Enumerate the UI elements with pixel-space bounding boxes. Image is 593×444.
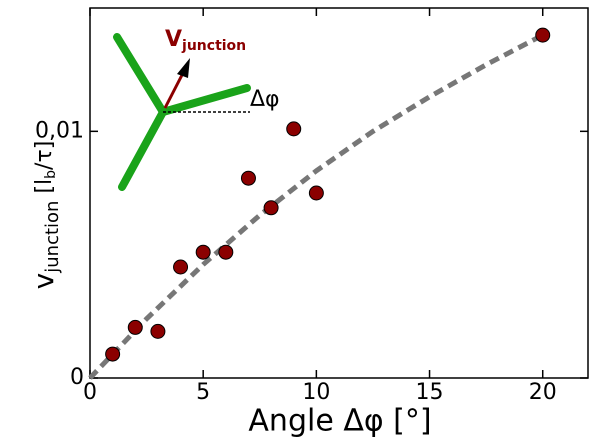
- data-point: [263, 200, 279, 216]
- velocity-arrow: [163, 74, 184, 109]
- x-axis-title: Angle Δφ [°]: [248, 404, 431, 439]
- data-point: [286, 121, 302, 137]
- arrow-head: [177, 58, 190, 78]
- y-tick-label: 0,01: [35, 118, 84, 143]
- angle-label: Δφ: [250, 87, 280, 112]
- y-title-main: v: [27, 273, 60, 290]
- y-tick-label: 0: [70, 365, 84, 390]
- x-tick-label: 10: [302, 380, 330, 405]
- plot-frame: [89, 7, 589, 379]
- x-tick-label: 20: [529, 380, 557, 405]
- inset-diagram: Vjunction Δφ: [113, 27, 280, 191]
- data-point: [308, 185, 324, 201]
- velocity-label: Vjunction: [165, 27, 246, 54]
- data-point: [127, 319, 143, 335]
- y-title-unit-end: /τ]: [32, 141, 57, 170]
- data-point: [105, 346, 121, 362]
- fit-curve: [88, 32, 544, 380]
- data-point: [535, 27, 551, 43]
- x-tick-label: 0: [83, 380, 97, 405]
- y-title-unit: [l: [32, 179, 57, 201]
- x-tick-label: 5: [196, 380, 210, 405]
- data-point: [240, 170, 256, 186]
- y-title-unit-sub: b: [43, 170, 59, 179]
- data-point: [150, 323, 166, 339]
- data-point: [173, 259, 189, 275]
- velocity-symbol: V: [165, 27, 182, 52]
- data-point: [218, 244, 234, 260]
- y-axis-title: vjunction [lb/τ]: [27, 141, 63, 290]
- velocity-subscript: junction: [181, 38, 246, 54]
- y-title-sub: junction: [42, 201, 63, 274]
- junction-arm: [159, 84, 251, 116]
- x-tick-label: 15: [416, 380, 444, 405]
- junction-arm: [118, 108, 167, 191]
- junction-arm: [113, 33, 167, 116]
- data-point: [195, 244, 211, 260]
